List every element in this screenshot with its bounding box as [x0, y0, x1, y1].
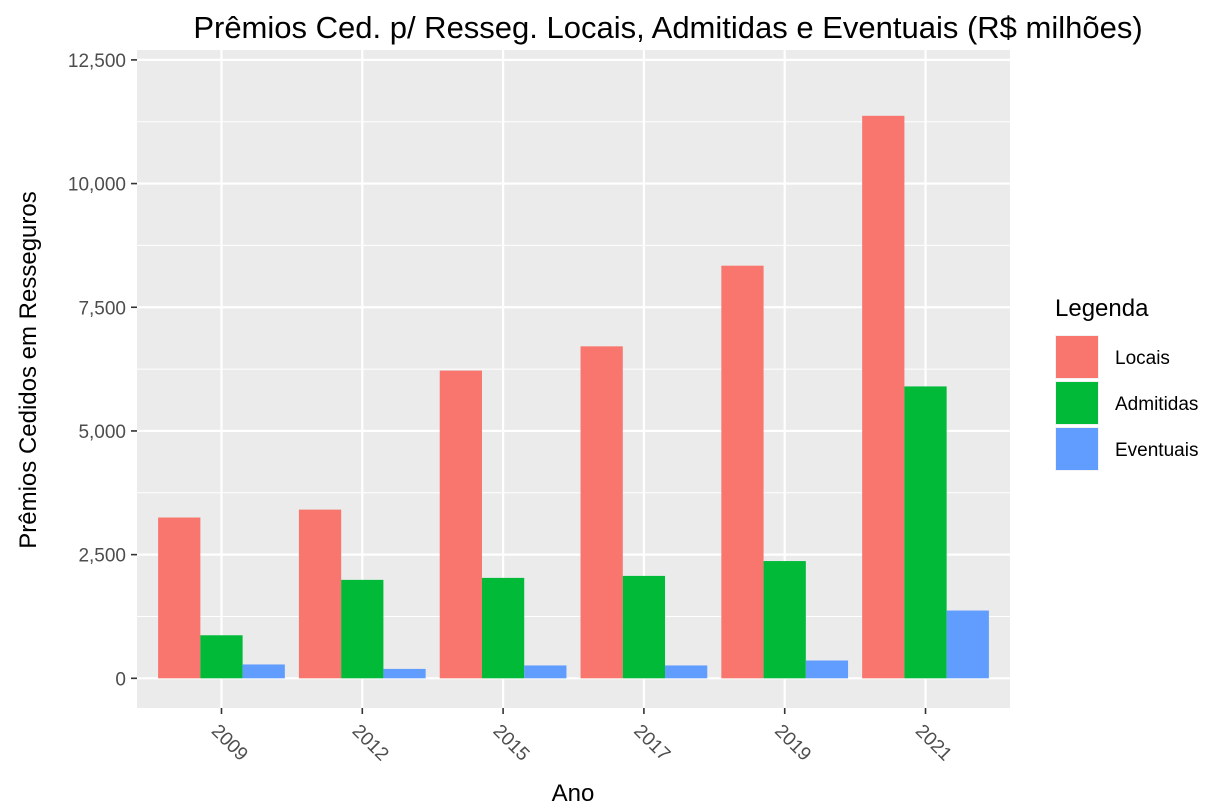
bar-eventuais-2015	[524, 665, 567, 679]
bar-locais-2017	[580, 346, 623, 679]
legend-swatch-locais	[1056, 336, 1098, 378]
bar-eventuais-2009	[242, 664, 285, 679]
legend-label-locais: Locais	[1115, 348, 1170, 369]
y-tick-label: 0	[115, 669, 126, 690]
bar-locais-2021	[862, 115, 905, 679]
y-tick-label: 5,000	[78, 422, 126, 443]
bar-admitidas-2012	[341, 579, 384, 679]
bars	[158, 115, 989, 679]
x-axis-title: Ano	[552, 780, 595, 807]
bar-eventuais-2012	[383, 668, 426, 679]
x-tick-label: 2012	[348, 721, 393, 766]
y-tick-label: 10,000	[68, 175, 126, 196]
x-axis: 2009 2012 2015 2017 2019 2021	[207, 708, 956, 765]
legend-title: Legenda	[1055, 295, 1149, 322]
bar-admitidas-2021	[904, 386, 947, 679]
bar-locais-2015	[439, 370, 482, 679]
y-axis: 0 2,500 5,000 7,500 10,000 12,500	[68, 51, 137, 690]
x-tick-label: 2017	[629, 721, 674, 766]
legend-label-admitidas: Admitidas	[1115, 394, 1198, 415]
bar-eventuais-2021	[946, 610, 989, 679]
y-tick-label: 12,500	[68, 51, 126, 72]
bar-locais-2019	[721, 265, 764, 679]
x-tick-label: 2009	[207, 721, 252, 766]
y-axis-title: Prêmios Cedidos em Resseguros	[15, 191, 42, 548]
bar-admitidas-2017	[622, 575, 666, 679]
legend-swatch-eventuais	[1056, 428, 1098, 470]
legend: Legenda Locais Admitidas Eventuais	[1055, 295, 1198, 471]
legend-swatch-admitidas	[1056, 382, 1098, 424]
bar-admitidas-2009	[200, 635, 243, 679]
chart-title: Prêmios Ced. p/ Resseg. Locais, Admitida…	[193, 10, 1142, 45]
bar-eventuais-2019	[805, 660, 849, 679]
legend-label-eventuais: Eventuais	[1115, 440, 1198, 461]
x-tick-label: 2021	[911, 721, 956, 766]
bar-locais-2009	[158, 517, 201, 679]
bar-admitidas-2019	[763, 561, 806, 679]
bar-admitidas-2015	[481, 577, 525, 679]
bar-eventuais-2017	[665, 665, 708, 679]
bar-locais-2012	[298, 509, 342, 679]
y-tick-label: 7,500	[78, 298, 126, 319]
x-tick-label: 2019	[770, 721, 815, 766]
y-tick-label: 2,500	[78, 546, 126, 567]
x-tick-label: 2015	[489, 721, 534, 766]
